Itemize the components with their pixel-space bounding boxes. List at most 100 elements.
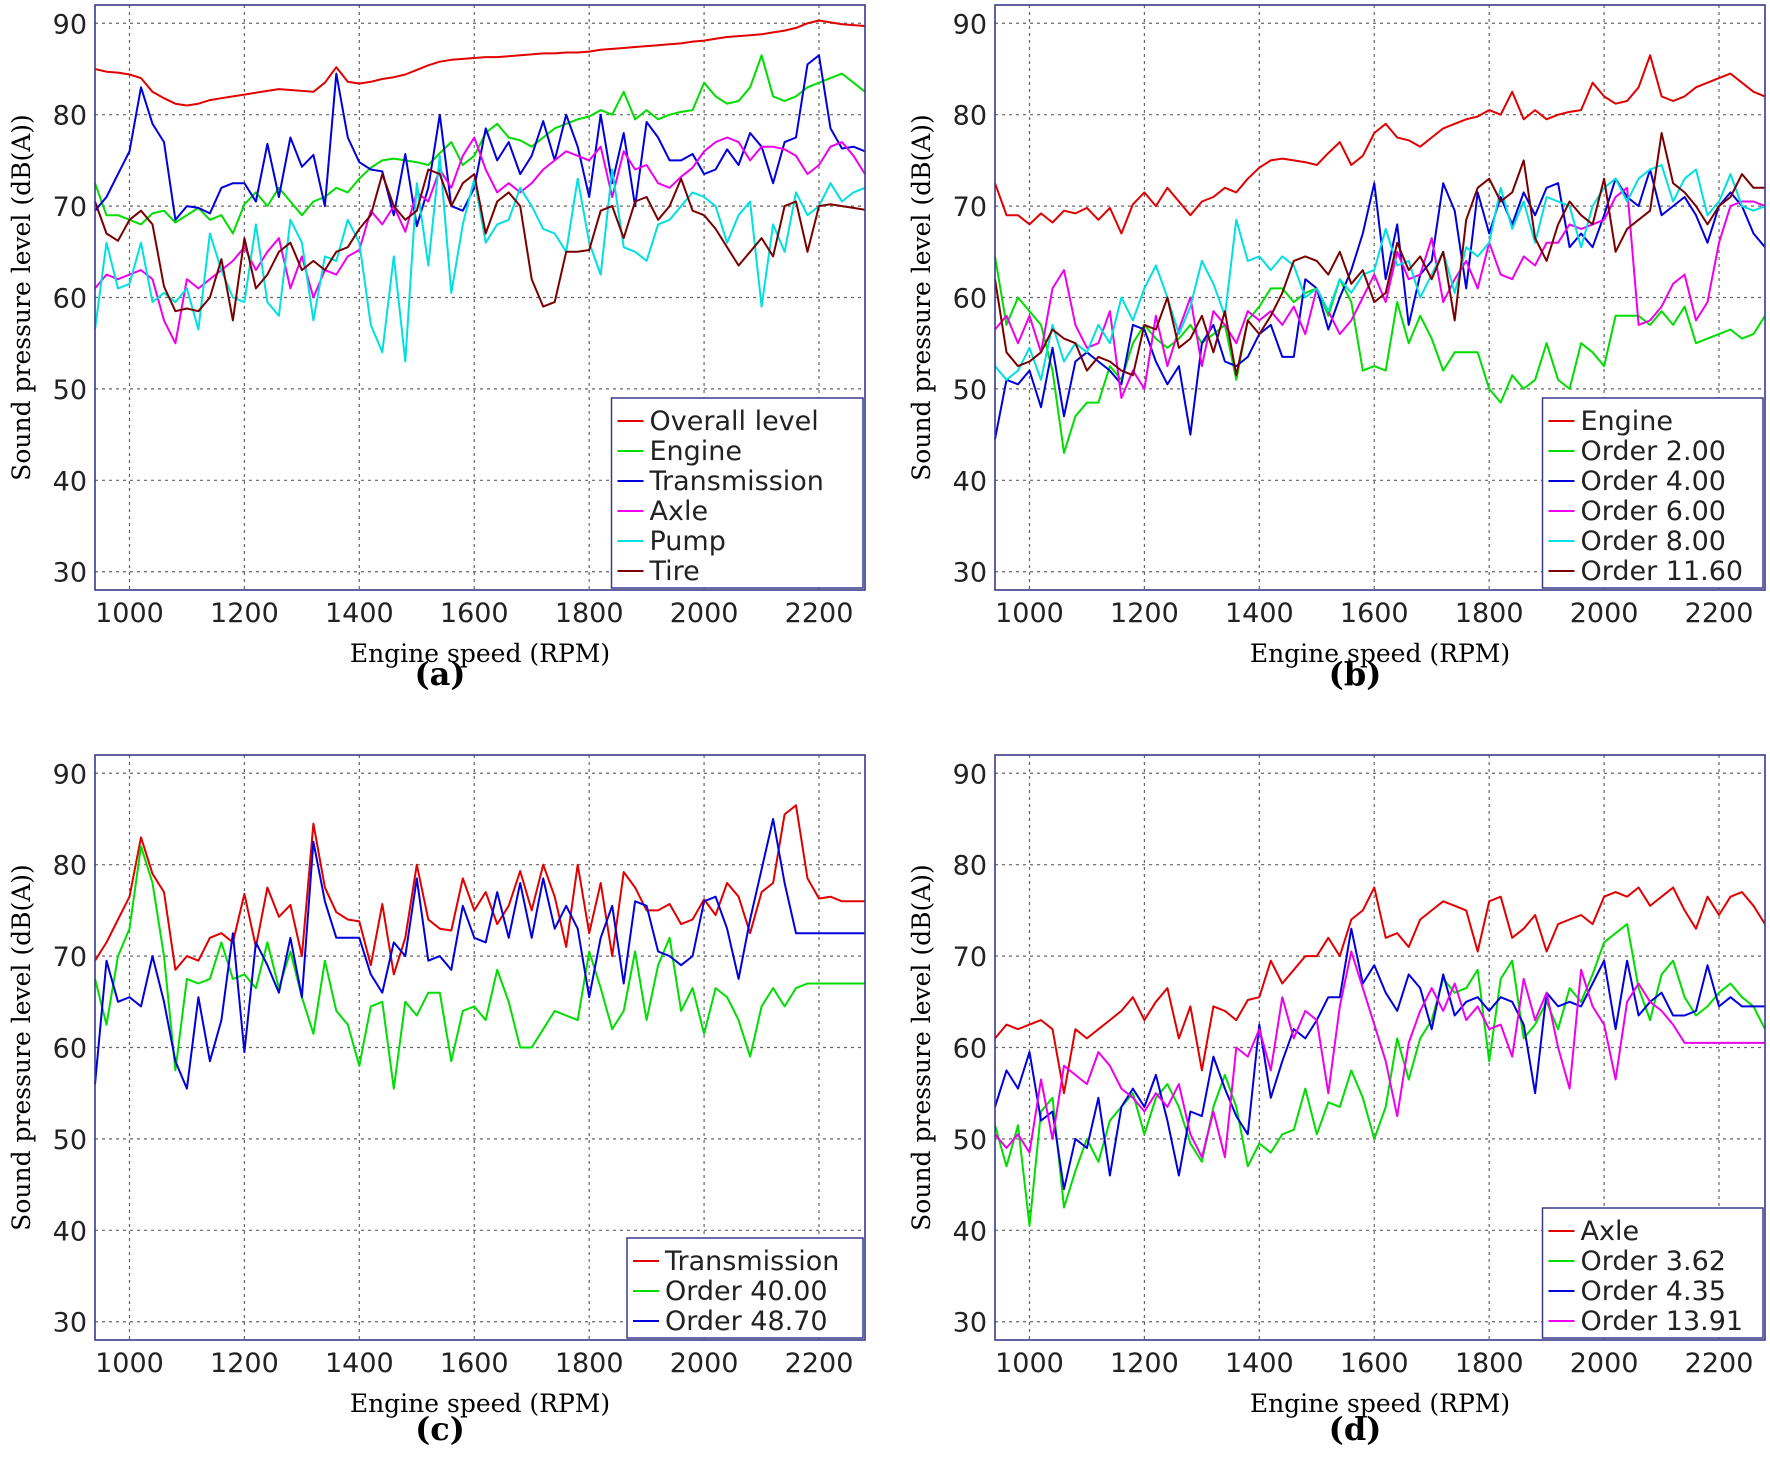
y-tick-label: 30 <box>53 558 87 589</box>
chart-panel-1: 1000 1200 1400 1600 1800 2000 2200 30 40 50 60 70 80… <box>7 4 866 693</box>
x-tick-label: 1600 <box>440 1348 509 1379</box>
legend-box <box>1541 1207 1764 1339</box>
x-tick-label: 1200 <box>1110 598 1179 629</box>
legend-label: Transmission <box>664 1246 839 1277</box>
series-line-transmission <box>94 54 866 228</box>
x-tick-label: 2000 <box>1570 1348 1639 1379</box>
series-line-order-40-00 <box>94 845 865 1090</box>
legend: Overall levelEngineTransmissionAxlePumpT… <box>610 397 864 589</box>
x-tick-label: 1400 <box>1225 598 1294 629</box>
x-axis-title: Engine speed (RPM) <box>350 1389 610 1418</box>
legend-label: Order 4.00 <box>1581 466 1726 497</box>
y-tick-label: 90 <box>53 759 87 790</box>
series-line-order-48-70 <box>94 818 865 1090</box>
y-tick-label: 30 <box>953 1308 987 1339</box>
legend-box <box>1541 397 1764 589</box>
legend-box <box>626 1237 864 1339</box>
x-tick-label: 1600 <box>440 598 509 629</box>
x-tick-label: 1000 <box>95 1348 164 1379</box>
plot-frame <box>994 4 1766 591</box>
chart-panel-2: 1000 1200 1400 1600 1800 2000 2200 30 40 50 60 70 80… <box>907 4 1766 693</box>
y-tick-label: 80 <box>53 851 87 882</box>
legend-label: Order 8.00 <box>1581 526 1726 557</box>
x-tick-label: 1400 <box>325 598 394 629</box>
plot-frame <box>994 754 1766 1341</box>
legend-label: Tire <box>649 556 700 587</box>
y-axis-title: Sound pressure level (dB(A)) <box>7 864 36 1231</box>
x-axis-title: Engine speed (RPM) <box>350 639 610 668</box>
x-tick-label: 1200 <box>1110 1348 1179 1379</box>
x-tick-label: 1000 <box>95 598 164 629</box>
y-tick-label: 60 <box>53 284 87 315</box>
y-tick-label: 30 <box>53 1308 87 1339</box>
legend-label: Order 13.91 <box>1581 1306 1744 1337</box>
series-line-engine <box>94 54 866 235</box>
x-tick-label: 2200 <box>785 1348 854 1379</box>
y-tick-label: 30 <box>953 558 987 589</box>
y-tick-label: 60 <box>953 1034 987 1065</box>
x-tick-label: 1600 <box>1340 1348 1409 1379</box>
x-tick-label: 2000 <box>1570 598 1639 629</box>
series-line-order-4-00 <box>994 168 1766 440</box>
x-tick-label: 2000 <box>670 1348 739 1379</box>
x-tick-label: 1400 <box>325 1348 394 1379</box>
series-line-axle <box>994 886 1766 1095</box>
y-tick-label: 50 <box>953 375 987 406</box>
y-tick-label: 90 <box>53 9 87 40</box>
series-line-overall-level <box>94 19 866 107</box>
y-tick-label: 40 <box>953 1216 987 1247</box>
y-tick-label: 70 <box>53 192 87 223</box>
y-tick-label: 60 <box>953 284 987 315</box>
y-tick-label: 50 <box>953 1125 987 1156</box>
legend-label: Order 3.62 <box>1581 1246 1726 1277</box>
legend-label: Pump <box>650 526 726 557</box>
y-tick-label: 70 <box>953 942 987 973</box>
x-tick-label: 2000 <box>670 598 739 629</box>
chart-panel-3: 1000 1200 1400 1600 1800 2000 2200 30 40 50 60 70 80… <box>7 754 866 1448</box>
y-tick-label: 90 <box>953 759 987 790</box>
plot-frame <box>94 754 866 1341</box>
y-tick-label: 70 <box>953 192 987 223</box>
series-line-order-13-91 <box>994 950 1765 1159</box>
x-tick-label: 1400 <box>1225 1348 1294 1379</box>
panel-label: (c) <box>415 1410 465 1448</box>
y-tick-label: 40 <box>53 466 87 497</box>
legend-label: Order 6.00 <box>1581 496 1726 527</box>
series-line-tire <box>94 168 866 322</box>
x-tick-label: 1000 <box>995 1348 1064 1379</box>
x-tick-label: 2200 <box>1685 1348 1754 1379</box>
x-tick-label: 1800 <box>1455 598 1524 629</box>
x-tick-label: 1000 <box>995 598 1064 629</box>
y-tick-label: 70 <box>53 942 87 973</box>
x-tick-label: 2200 <box>785 598 854 629</box>
legend-label: Axle <box>1581 1216 1640 1247</box>
x-tick-label: 1800 <box>555 1348 624 1379</box>
series-line-order-6-00 <box>994 186 1766 399</box>
y-tick-label: 50 <box>53 375 87 406</box>
y-tick-label: 80 <box>53 101 87 132</box>
x-axis-title: Engine speed (RPM) <box>1250 639 1510 668</box>
legend-box <box>610 397 864 589</box>
legend-label: Transmission <box>649 466 824 497</box>
series-line-order-4-35 <box>994 927 1765 1191</box>
legend-label: Order 2.00 <box>1581 436 1726 467</box>
y-axis-title: Sound pressure level (dB(A)) <box>907 114 936 481</box>
legend-label: Order 11.60 <box>1581 556 1744 587</box>
x-tick-label: 1800 <box>1455 1348 1524 1379</box>
y-axis-title: Sound pressure level (dB(A)) <box>907 864 936 1231</box>
x-axis-title: Engine speed (RPM) <box>1250 1389 1510 1418</box>
x-tick-label: 1600 <box>1340 598 1409 629</box>
x-tick-label: 2200 <box>1685 598 1754 629</box>
x-tick-label: 1800 <box>555 598 624 629</box>
series-line-order-11-60 <box>994 132 1765 377</box>
y-tick-label: 60 <box>53 1034 87 1065</box>
y-tick-label: 40 <box>953 466 987 497</box>
series-line-order-8-00 <box>994 164 1766 381</box>
legend-label: Engine <box>1581 406 1674 437</box>
y-tick-label: 50 <box>53 1125 87 1156</box>
chart-panel-4: 1000 1200 1400 1600 1800 2000 2200 30 40 50 60 70 80… <box>907 754 1766 1448</box>
legend-label: Order 48.70 <box>665 1306 828 1337</box>
y-tick-label: 90 <box>953 9 987 40</box>
